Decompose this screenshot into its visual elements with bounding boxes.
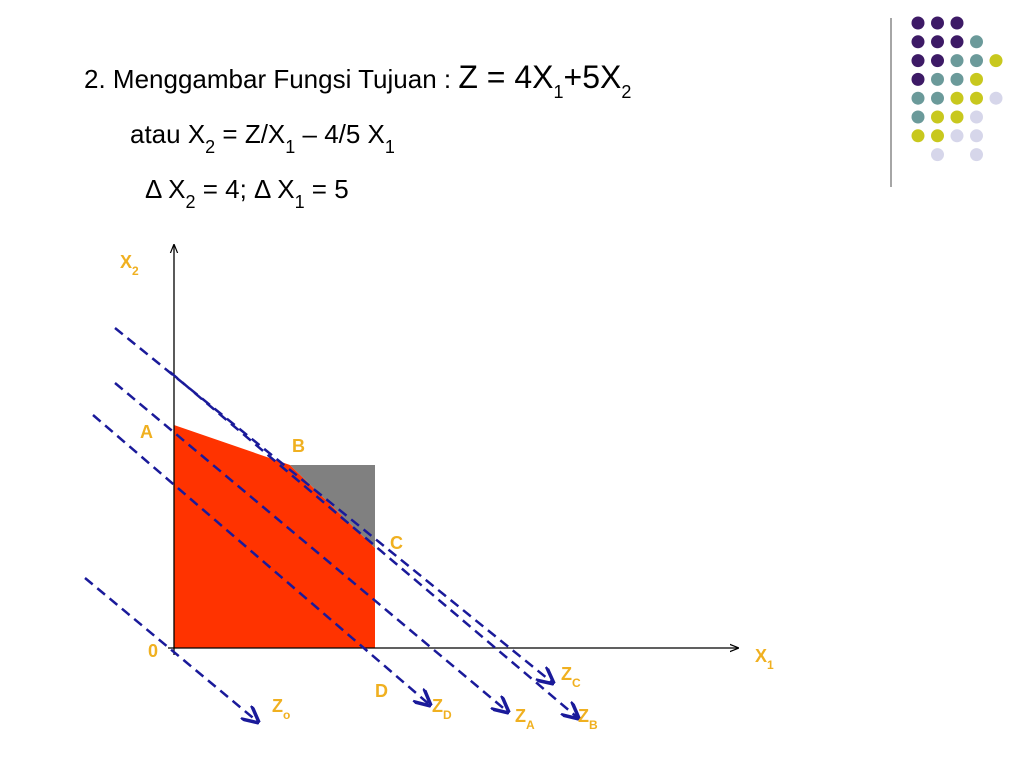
point-label: X2 [120, 252, 139, 278]
point-label: ZC [561, 664, 581, 690]
text-run: 2 [132, 264, 139, 278]
text-run: = 4; Δ X [196, 174, 295, 204]
text-run: – 4/5 X [295, 119, 385, 149]
text-run: 1 [553, 82, 563, 102]
point-label: B [292, 436, 305, 456]
dot [911, 91, 925, 105]
iso-line [92, 414, 430, 705]
text-run: Z [561, 664, 572, 684]
text-run: Δ X [145, 174, 186, 204]
dot [950, 16, 964, 30]
dot [970, 129, 983, 143]
text-run: 2 [205, 137, 215, 157]
feasible-region [174, 425, 375, 648]
point-label: A [140, 422, 153, 442]
text-run: Z = 4X [458, 59, 553, 95]
text-run: 1 [385, 137, 395, 157]
text-run: 1 [767, 658, 774, 672]
dot [911, 16, 925, 30]
text-run: C [390, 533, 403, 553]
text-run: 2. Menggambar Fungsi Tujuan : [84, 64, 458, 94]
text-run: o [283, 708, 290, 722]
dot [931, 72, 944, 86]
dot [970, 148, 983, 162]
text-run: atau X [130, 119, 205, 149]
dot [911, 35, 925, 49]
dot [970, 35, 983, 49]
text-run: 1 [285, 137, 295, 157]
point-label: ZA [515, 706, 535, 732]
iso-line [114, 327, 553, 683]
heading-line: 2. Menggambar Fungsi Tujuan : Z = 4X1+5X… [84, 59, 631, 102]
dot [989, 91, 1003, 105]
iso-line [114, 382, 508, 712]
dot [931, 148, 944, 162]
iso-line [84, 577, 258, 722]
dot [911, 54, 925, 68]
text-run: Z [515, 706, 526, 726]
point-label: D [375, 681, 388, 701]
dot [970, 72, 983, 86]
text-run: Z [272, 696, 283, 716]
text-run: X [755, 646, 767, 666]
text-run: B [292, 436, 305, 456]
dot [931, 110, 944, 124]
point-label: ZB [578, 706, 598, 732]
dot [950, 110, 964, 124]
text-run: Z [578, 706, 589, 726]
text-run: C [572, 676, 581, 690]
dot [950, 91, 964, 105]
text-run: A [526, 718, 535, 732]
text-run: D [375, 681, 388, 701]
dot [931, 54, 944, 68]
dot [931, 129, 944, 143]
point-label: X1 [755, 646, 774, 672]
text-run: Z [432, 696, 443, 716]
text-run: 1 [295, 192, 305, 212]
text-run: B [589, 718, 598, 732]
iso-line [169, 371, 578, 718]
text-run: +5X [564, 59, 622, 95]
dot [931, 35, 944, 49]
dot [911, 110, 925, 124]
dot [931, 16, 944, 30]
text-run: 0 [148, 641, 158, 661]
gray-region [268, 465, 375, 548]
point-label: ZD [432, 696, 452, 722]
dot [950, 35, 964, 49]
dot [950, 129, 964, 143]
dot [970, 91, 983, 105]
text-run: = 5 [305, 174, 349, 204]
dot [970, 54, 983, 68]
point-label: 0 [148, 641, 158, 661]
point-label: C [390, 533, 403, 553]
dot [931, 91, 944, 105]
text-run: = Z/X [215, 119, 285, 149]
dot [950, 72, 964, 86]
text-run: X [120, 252, 132, 272]
dot [950, 54, 964, 68]
dot [970, 110, 983, 124]
text-run: 2 [186, 192, 196, 212]
dot [911, 129, 925, 143]
dot [911, 72, 925, 86]
heading-line: atau X2 = Z/X1 – 4/5 X1 [130, 119, 395, 157]
text-run: D [443, 708, 452, 722]
text-run: 2 [621, 82, 631, 102]
text-run: A [140, 422, 153, 442]
logo-dots [911, 16, 1003, 162]
point-label: Zo [272, 696, 290, 722]
heading-line: Δ X2 = 4; Δ X1 = 5 [145, 174, 349, 212]
dot [989, 54, 1003, 68]
